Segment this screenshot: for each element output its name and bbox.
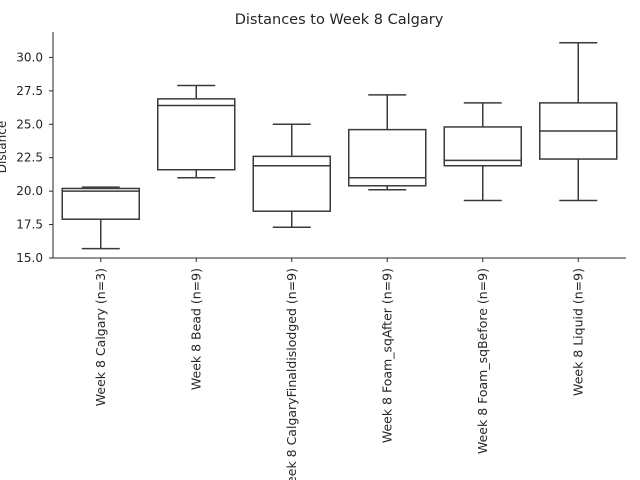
x-tick-label: Week 8 Bead (n=9) — [188, 268, 203, 390]
box-6 — [539, 41, 618, 202]
iqr-box — [61, 187, 140, 220]
box-3 — [252, 123, 331, 228]
y-tick-label: 15.0 — [16, 251, 43, 265]
iqr-box — [443, 126, 522, 167]
box-4 — [348, 94, 427, 191]
x-tick-label: Week 8 Liquid (n=9) — [570, 268, 585, 396]
y-tick-label: 17.5 — [16, 218, 43, 232]
box-2 — [157, 84, 236, 179]
y-tick-label: 25.0 — [16, 117, 43, 131]
iqr-box — [252, 155, 331, 212]
y-tick-label: 20.0 — [16, 184, 43, 198]
x-tick-label: Week 8 CalgaryFinaldislodged (n=9) — [284, 268, 299, 480]
x-tick-label: Week 8 Foam_sqAfter (n=9) — [379, 268, 394, 443]
y-tick-label: 30.0 — [16, 50, 43, 64]
box-5 — [443, 102, 522, 202]
x-axis-ticks: Week 8 Calgary (n=3) Week 8 Bead (n=9) Wee… — [93, 258, 585, 480]
chart-title: Distances to Week 8 Calgary — [235, 12, 444, 28]
iqr-box — [348, 128, 427, 187]
iqr-box — [157, 98, 236, 171]
x-tick-label: Week 8 Calgary (n=3) — [93, 268, 108, 406]
y-axis-label: Distance — [0, 121, 9, 173]
y-axis-ticks: 15.0 17.5 20.0 22.5 25.0 27.5 30.0 — [16, 50, 53, 265]
x-tick-label: Week 8 Foam_sqBefore (n=9) — [475, 268, 490, 454]
boxes-group — [61, 41, 618, 250]
box-1 — [61, 186, 140, 250]
y-tick-label: 22.5 — [16, 151, 43, 165]
y-tick-label: 27.5 — [16, 84, 43, 98]
